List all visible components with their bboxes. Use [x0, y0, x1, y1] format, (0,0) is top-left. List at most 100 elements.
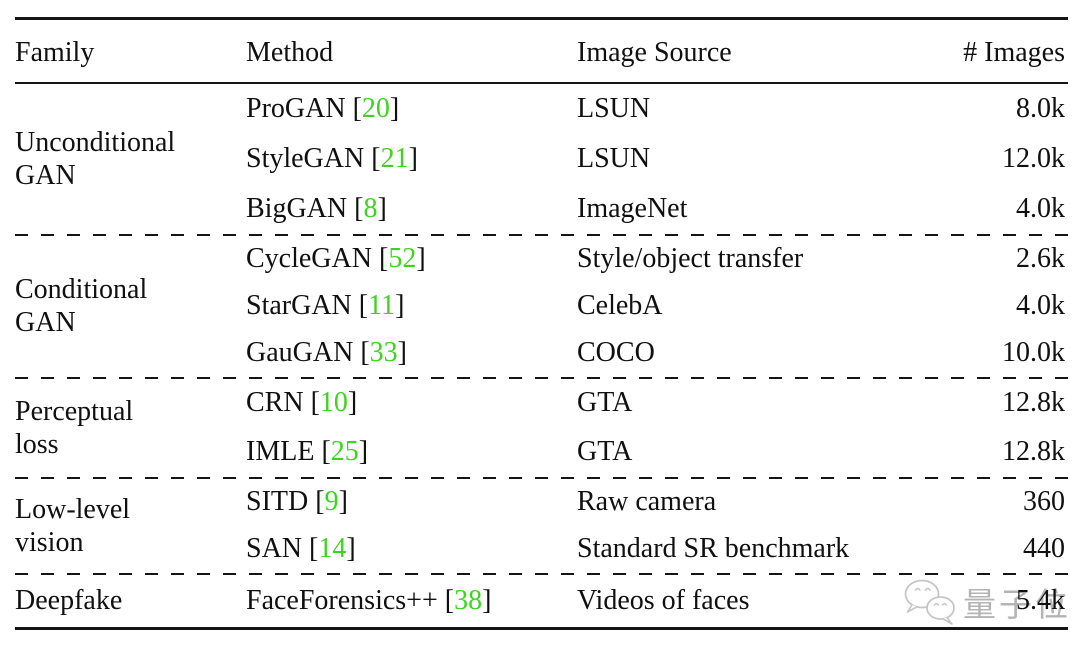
image-count-cell: 10.0k: [1002, 337, 1065, 368]
image-count-cell: 2.6k: [1016, 243, 1065, 274]
group-separator-dashed: [15, 376, 1068, 379]
group-rows: CycleGAN [52] Style/object transfer 2.6k …: [246, 236, 1068, 377]
citation: [38]: [445, 585, 492, 616]
bracket-open: [: [378, 243, 389, 274]
column-header-family: Family: [15, 36, 95, 68]
method-name: StyleGAN: [246, 142, 365, 174]
method-name: IMLE: [246, 436, 315, 467]
bracket-close: ]: [358, 436, 369, 467]
family-name-line: Perceptual: [15, 395, 134, 427]
family-name-line: vision: [15, 526, 84, 558]
table-row: SAN [14] Standard SR benchmark 440: [246, 526, 1068, 573]
citation: [10]: [311, 387, 358, 418]
group-rows: ProGAN [20] LSUN 8.0k StyleGAN [21] LSUN 1…: [246, 84, 1068, 234]
method-cell: StarGAN [11]: [246, 290, 577, 322]
family-cell: Low-level vision: [15, 479, 246, 573]
image-count-cell: 8.0k: [1016, 92, 1065, 124]
bracket-open: [: [360, 337, 370, 368]
table-bottom-rule: [15, 626, 1068, 630]
citation-number: 8: [363, 192, 378, 224]
bracket-close: ]: [377, 192, 387, 224]
bracket-close: ]: [347, 387, 358, 418]
method-name: ProGAN: [246, 92, 346, 124]
watermark: 量子位: [901, 577, 1071, 627]
family-name-line: Conditional: [15, 274, 148, 305]
bracket-close: ]: [482, 584, 492, 616]
family-name-line: loss: [15, 428, 59, 460]
family-cell: Conditional GAN: [15, 236, 246, 377]
bracket-open: [: [371, 142, 381, 174]
family-group-deepfake: Deepfake FaceForensics++ [38] Videos of f…: [15, 575, 1068, 627]
citation-number: 14: [318, 533, 347, 564]
family-cell: Unconditional GAN: [15, 84, 246, 234]
image-count-cell: 4.0k: [1016, 192, 1065, 224]
image-source-cell: CelebA: [577, 290, 663, 321]
image-source-cell: COCO: [577, 337, 655, 368]
method-name: CycleGAN: [246, 243, 372, 274]
column-header-image-source: Image Source: [577, 36, 732, 68]
group-separator-dashed: [15, 572, 1068, 575]
family-cell: Perceptual loss: [15, 379, 246, 477]
family-name-line: Deepfake: [15, 585, 123, 616]
image-source-cell: GTA: [577, 387, 633, 418]
column-header-num-images: # Images: [963, 36, 1065, 68]
bracket-open: [: [358, 290, 369, 321]
citation-number: 21: [380, 142, 409, 174]
bracket-close: ]: [397, 337, 407, 368]
method-name: GauGAN: [246, 337, 354, 368]
image-count-cell: 360: [1023, 486, 1065, 517]
image-count-cell: 12.8k: [1002, 436, 1065, 467]
image-source-cell: ImageNet: [577, 192, 688, 224]
bracket-open: [: [354, 192, 364, 224]
watermark-label: 量子位: [963, 588, 1071, 624]
family-name-line: GAN: [15, 159, 76, 191]
method-name: FaceForensics++: [246, 584, 438, 616]
method-cell: FaceForensics++ [38]: [246, 585, 577, 617]
bracket-close: ]: [389, 92, 400, 124]
citation: [52]: [379, 243, 426, 274]
bracket-close: ]: [416, 243, 426, 274]
family-name-line: Low-level: [15, 493, 131, 525]
method-cell: SITD [9]: [246, 486, 577, 518]
image-source-cell: LSUN: [577, 142, 651, 174]
method-name: CRN: [246, 387, 304, 418]
bracket-close: ]: [408, 142, 418, 174]
bracket-close: ]: [395, 290, 405, 321]
group-rows: SITD [9] Raw camera 360 SAN [14] Standard …: [246, 479, 1068, 573]
method-cell: CycleGAN [52]: [246, 243, 577, 275]
method-cell: IMLE [25]: [246, 436, 577, 468]
citation-number: 38: [454, 584, 483, 616]
image-source-cell: Style/object transfer: [577, 243, 804, 274]
column-header-method: Method: [246, 36, 334, 68]
family-name-line: GAN: [15, 307, 76, 338]
table-top-rule: [15, 17, 1068, 20]
table-header-row: Family Method Image Source # Images: [15, 20, 1068, 82]
citation: [11]: [359, 290, 405, 321]
citation: [20]: [353, 93, 400, 124]
bracket-open: [: [352, 92, 362, 124]
image-source-cell: Videos of faces: [577, 584, 750, 616]
image-source-cell: Raw camera: [577, 486, 717, 517]
method-cell: GauGAN [33]: [246, 337, 577, 369]
family-group-low-level-vision: Low-level vision SITD [9] Raw camera 360 …: [15, 479, 1068, 573]
table-row: CycleGAN [52] Style/object transfer 2.6k: [246, 236, 1068, 283]
method-cell: ProGAN [20]: [246, 93, 577, 125]
image-source-cell: Standard SR benchmark: [577, 533, 850, 564]
bracket-open: [: [309, 533, 319, 564]
citation-number: 33: [369, 337, 398, 368]
group-separator-dashed: [15, 476, 1068, 479]
table-row: CRN [10] GTA 12.8k: [246, 379, 1068, 428]
group-rows: FaceForensics++ [38] Videos of faces 5.4k: [246, 575, 1068, 627]
bracket-open: [: [315, 486, 325, 517]
citation-number: 9: [324, 486, 339, 517]
citation: [33]: [360, 337, 407, 368]
bracket-open: [: [321, 436, 331, 467]
method-cell: StyleGAN [21]: [246, 143, 577, 175]
image-count-cell: 5.4k: [1016, 584, 1065, 616]
citation-number: 25: [330, 436, 359, 467]
image-count-cell: 440: [1023, 533, 1065, 564]
family-name-line: Unconditional: [15, 126, 176, 158]
table-row: ProGAN [20] LSUN 8.0k: [246, 84, 1068, 134]
group-separator-dashed: [15, 233, 1068, 236]
